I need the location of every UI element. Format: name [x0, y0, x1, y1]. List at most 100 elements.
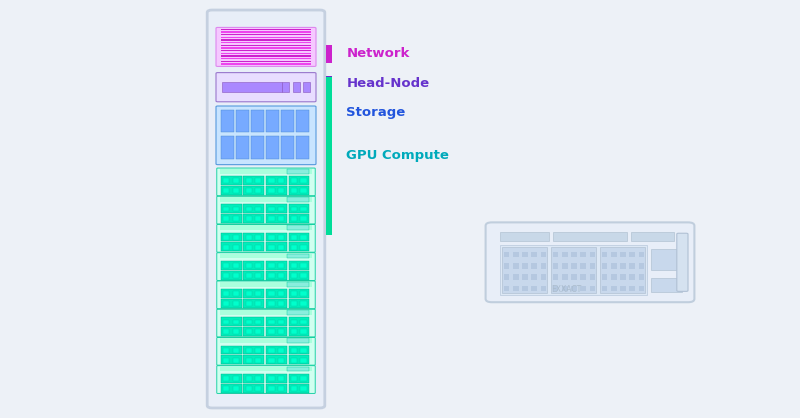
Bar	[233, 217, 239, 221]
Bar	[638, 263, 644, 269]
Bar	[541, 252, 546, 257]
Bar	[289, 346, 310, 354]
Bar	[278, 263, 284, 268]
FancyBboxPatch shape	[207, 10, 325, 408]
Bar	[223, 273, 230, 278]
Bar	[246, 329, 252, 334]
Bar	[223, 301, 230, 306]
Bar	[236, 110, 249, 133]
Bar	[291, 178, 297, 183]
Bar	[278, 188, 284, 193]
Bar	[221, 346, 242, 354]
Bar	[278, 206, 284, 212]
Bar	[233, 301, 239, 306]
Bar	[266, 374, 286, 383]
Bar	[233, 329, 239, 334]
Bar	[266, 214, 286, 223]
Bar	[600, 247, 646, 293]
Bar	[326, 76, 332, 90]
Bar	[246, 235, 252, 240]
Bar	[571, 263, 577, 269]
FancyBboxPatch shape	[217, 253, 315, 280]
Bar	[246, 217, 252, 221]
Bar	[638, 274, 644, 280]
FancyBboxPatch shape	[217, 196, 315, 224]
Bar	[293, 82, 300, 92]
Bar	[611, 252, 617, 257]
Bar	[287, 169, 309, 174]
Bar	[268, 358, 274, 362]
Bar	[255, 188, 262, 193]
Bar	[268, 188, 274, 193]
Bar	[223, 358, 230, 362]
Bar	[255, 348, 262, 353]
Bar	[522, 285, 528, 291]
Bar	[220, 338, 312, 343]
Bar	[243, 346, 264, 354]
Bar	[287, 338, 309, 343]
Bar	[266, 261, 286, 270]
Bar	[243, 271, 264, 280]
Bar	[296, 110, 310, 133]
Bar	[246, 263, 252, 268]
Bar	[300, 329, 306, 334]
Bar	[590, 274, 595, 280]
Text: Head-Node: Head-Node	[346, 77, 430, 90]
Bar	[268, 348, 274, 353]
Bar	[246, 206, 252, 212]
Bar	[326, 45, 332, 63]
Bar	[223, 263, 230, 268]
Bar	[611, 274, 617, 280]
Bar	[266, 136, 279, 159]
Bar	[287, 367, 309, 371]
Bar	[326, 94, 332, 131]
Bar	[553, 252, 558, 257]
Bar	[266, 186, 286, 195]
Bar	[233, 188, 239, 193]
Bar	[268, 273, 274, 278]
Bar	[268, 206, 274, 212]
Bar	[233, 320, 239, 324]
Bar	[513, 274, 518, 280]
Bar	[221, 58, 311, 59]
Bar	[223, 329, 230, 334]
Bar	[300, 320, 306, 324]
Bar	[246, 348, 252, 353]
Bar	[255, 235, 262, 240]
Bar	[562, 285, 568, 291]
Bar	[287, 310, 309, 315]
Bar	[266, 289, 286, 298]
Bar	[291, 329, 297, 334]
Bar	[246, 273, 252, 278]
Bar	[233, 348, 239, 353]
Bar	[268, 376, 274, 381]
Bar	[266, 327, 286, 336]
Bar	[638, 285, 644, 291]
Bar	[590, 263, 595, 269]
Bar	[531, 285, 537, 291]
Bar	[287, 254, 309, 258]
Bar	[221, 110, 234, 133]
Bar	[268, 217, 274, 221]
FancyBboxPatch shape	[677, 233, 688, 291]
Bar	[278, 376, 284, 381]
Bar	[246, 376, 252, 381]
Bar	[221, 204, 242, 213]
Bar	[571, 274, 577, 280]
Bar	[300, 206, 306, 212]
Bar	[220, 282, 312, 287]
FancyBboxPatch shape	[217, 224, 315, 252]
Bar	[522, 274, 528, 280]
Bar	[221, 289, 242, 298]
Bar	[243, 204, 264, 213]
Bar	[300, 188, 306, 193]
FancyBboxPatch shape	[217, 366, 315, 393]
Bar	[300, 273, 306, 278]
Bar	[255, 376, 262, 381]
Bar	[268, 235, 274, 240]
Bar	[291, 273, 297, 278]
Bar	[611, 285, 617, 291]
Bar	[220, 367, 312, 371]
Bar	[221, 242, 242, 251]
Bar	[581, 274, 586, 280]
